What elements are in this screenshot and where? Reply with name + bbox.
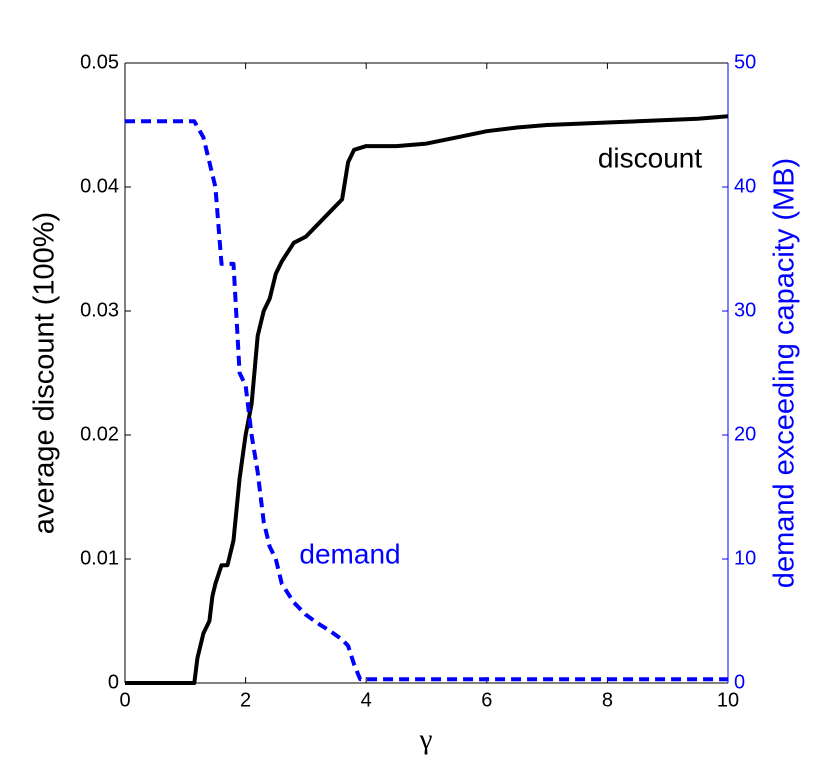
y2-tick-label: 10 <box>734 547 756 569</box>
x-tick-label: 10 <box>717 689 739 711</box>
y-tick-label: 0.01 <box>80 547 119 569</box>
x-axis-title: γ <box>419 724 433 756</box>
y-tick-label: 0.04 <box>80 175 119 197</box>
x-tick-label: 8 <box>602 689 613 711</box>
y-axis-title: average discount (100%) <box>29 212 61 534</box>
x-tick-label: 4 <box>361 689 372 711</box>
x-tick-label: 6 <box>481 689 492 711</box>
series-label: discount <box>598 142 703 173</box>
series-label: demand <box>299 538 400 569</box>
x-tick-label: 2 <box>240 689 251 711</box>
series-line <box>125 114 729 685</box>
y2-tick-label: 50 <box>734 51 756 73</box>
y2-tick-label: 0 <box>734 671 745 693</box>
y-tick-label: 0.02 <box>80 423 119 445</box>
y2-tick-label: 20 <box>734 423 756 445</box>
y2-tick-label: 40 <box>734 175 756 197</box>
y-tick-label: 0 <box>108 671 119 693</box>
y-tick-label: 0.03 <box>80 299 119 321</box>
y-tick-label: 0.05 <box>80 51 119 73</box>
series-line <box>125 119 728 682</box>
y2-tick-label: 30 <box>734 299 756 321</box>
y2-axis-title: demand exceeding capacity (MB) <box>769 158 801 588</box>
x-tick-label: 0 <box>119 689 130 711</box>
